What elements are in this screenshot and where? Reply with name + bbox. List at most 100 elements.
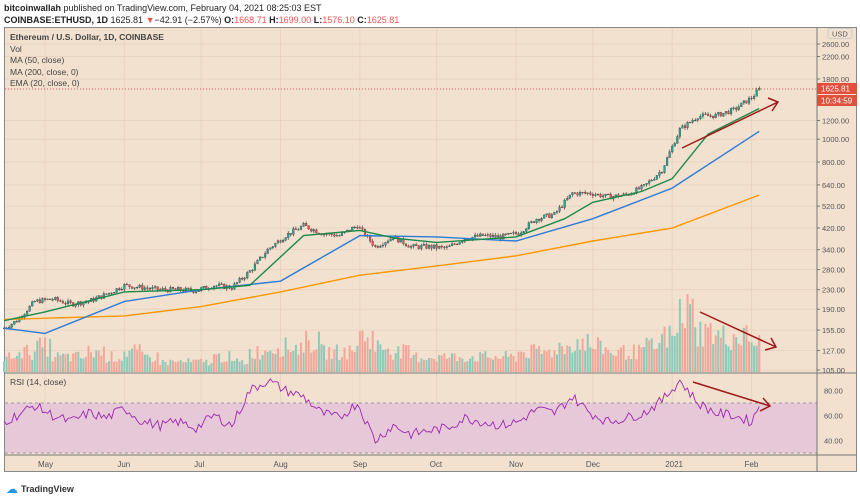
volume-bar [210,363,213,372]
volume-bar [259,359,262,372]
volume-bar [558,342,561,372]
volume-bar [553,350,556,372]
legend-ma50[interactable]: MA (50, close) [10,55,65,65]
volume-bar [266,351,269,372]
volume-bar [18,357,21,372]
volume-bar [317,331,320,372]
candle [107,292,111,296]
candle [69,299,72,305]
candle [422,242,425,246]
volume-bar [663,326,666,372]
candle [282,238,285,243]
candle [699,114,702,121]
candle [637,185,640,190]
candle [673,141,676,147]
tradingview-logo[interactable]: ☁ TradingView [6,482,74,496]
candle [607,193,610,196]
volume-bar [3,361,6,372]
volume-bar [110,351,113,372]
volume-divergence-arrow[interactable] [699,311,778,351]
candle [543,214,546,219]
volume-bar [125,356,128,372]
volume-bar [714,335,717,372]
volume-bar [246,363,249,372]
volume-bar [233,360,236,372]
candle [28,305,31,312]
currency-button[interactable] [827,28,853,39]
volume-bar [192,359,195,372]
volume-bar [13,357,16,372]
volume-bar [410,357,413,372]
volume-bar [612,355,615,372]
candle [553,211,556,216]
volume-bar [586,333,589,372]
volume-bar [366,337,369,372]
candle [128,284,131,289]
volume-bar [515,361,518,372]
volume-bar [133,344,136,372]
volume-bar [358,331,361,372]
cloud-icon: ☁ [6,482,18,496]
y-tick-label: 800.00 [822,158,845,167]
legend-ema20[interactable]: EMA (20, close, 0) [10,78,80,88]
volume-bar [520,351,523,372]
volume-bar [197,359,200,372]
volume-bar [538,346,541,372]
volume-bar [755,345,758,372]
y-tick-label: 190.00 [822,305,845,314]
candle [730,107,733,116]
volume-bar [392,359,395,372]
candle [294,226,297,230]
volume-bar [8,352,11,372]
volume-bar [486,357,489,372]
volume-bar [323,345,326,372]
candle [660,171,664,174]
volume-bar [294,344,297,372]
volume-bar [753,345,756,372]
candle [269,247,272,251]
y-tick-label: 127.00 [822,346,845,355]
legend-symbol[interactable]: Ethereum / U.S. Dollar, 1D, COINBASE [10,32,164,42]
volume-bar [100,355,103,372]
legend-volume[interactable]: Vol [10,43,22,54]
volume-bar [614,356,617,372]
volume-bar [625,359,628,372]
candle [138,283,141,289]
author[interactable]: bitcoinwallah [4,3,62,13]
volume-bar [468,358,471,372]
candle [238,276,241,284]
volume-bar [425,359,428,372]
candle [683,123,687,131]
candle [194,290,198,294]
volume-bar [730,350,733,372]
candle [445,244,448,250]
candle [371,239,374,247]
candle [696,118,699,123]
legend-ma200[interactable]: MA (200, close, 0) [10,66,79,77]
high-label: H: [269,15,279,25]
candle [509,232,512,235]
volume-bar [82,358,85,372]
rsi-divergence-arrow[interactable] [692,381,772,412]
volume-bar [33,351,36,372]
candle [458,241,461,245]
volume-bar [148,357,151,372]
candle [435,242,438,251]
trendline-arrow[interactable] [681,97,780,149]
candle [410,244,413,250]
volume-bar [356,345,359,372]
volume-bar [238,361,241,372]
volume-bar [361,330,364,372]
candle [755,87,758,97]
candle [535,218,538,225]
candle [120,287,123,292]
volume-bar [637,344,640,372]
candle [443,245,446,250]
candle [727,109,730,115]
candle [41,297,44,304]
volume-bar [750,342,753,372]
candle [448,244,451,248]
volume-bar [202,362,205,372]
low-value: 1576.10 [322,15,355,25]
